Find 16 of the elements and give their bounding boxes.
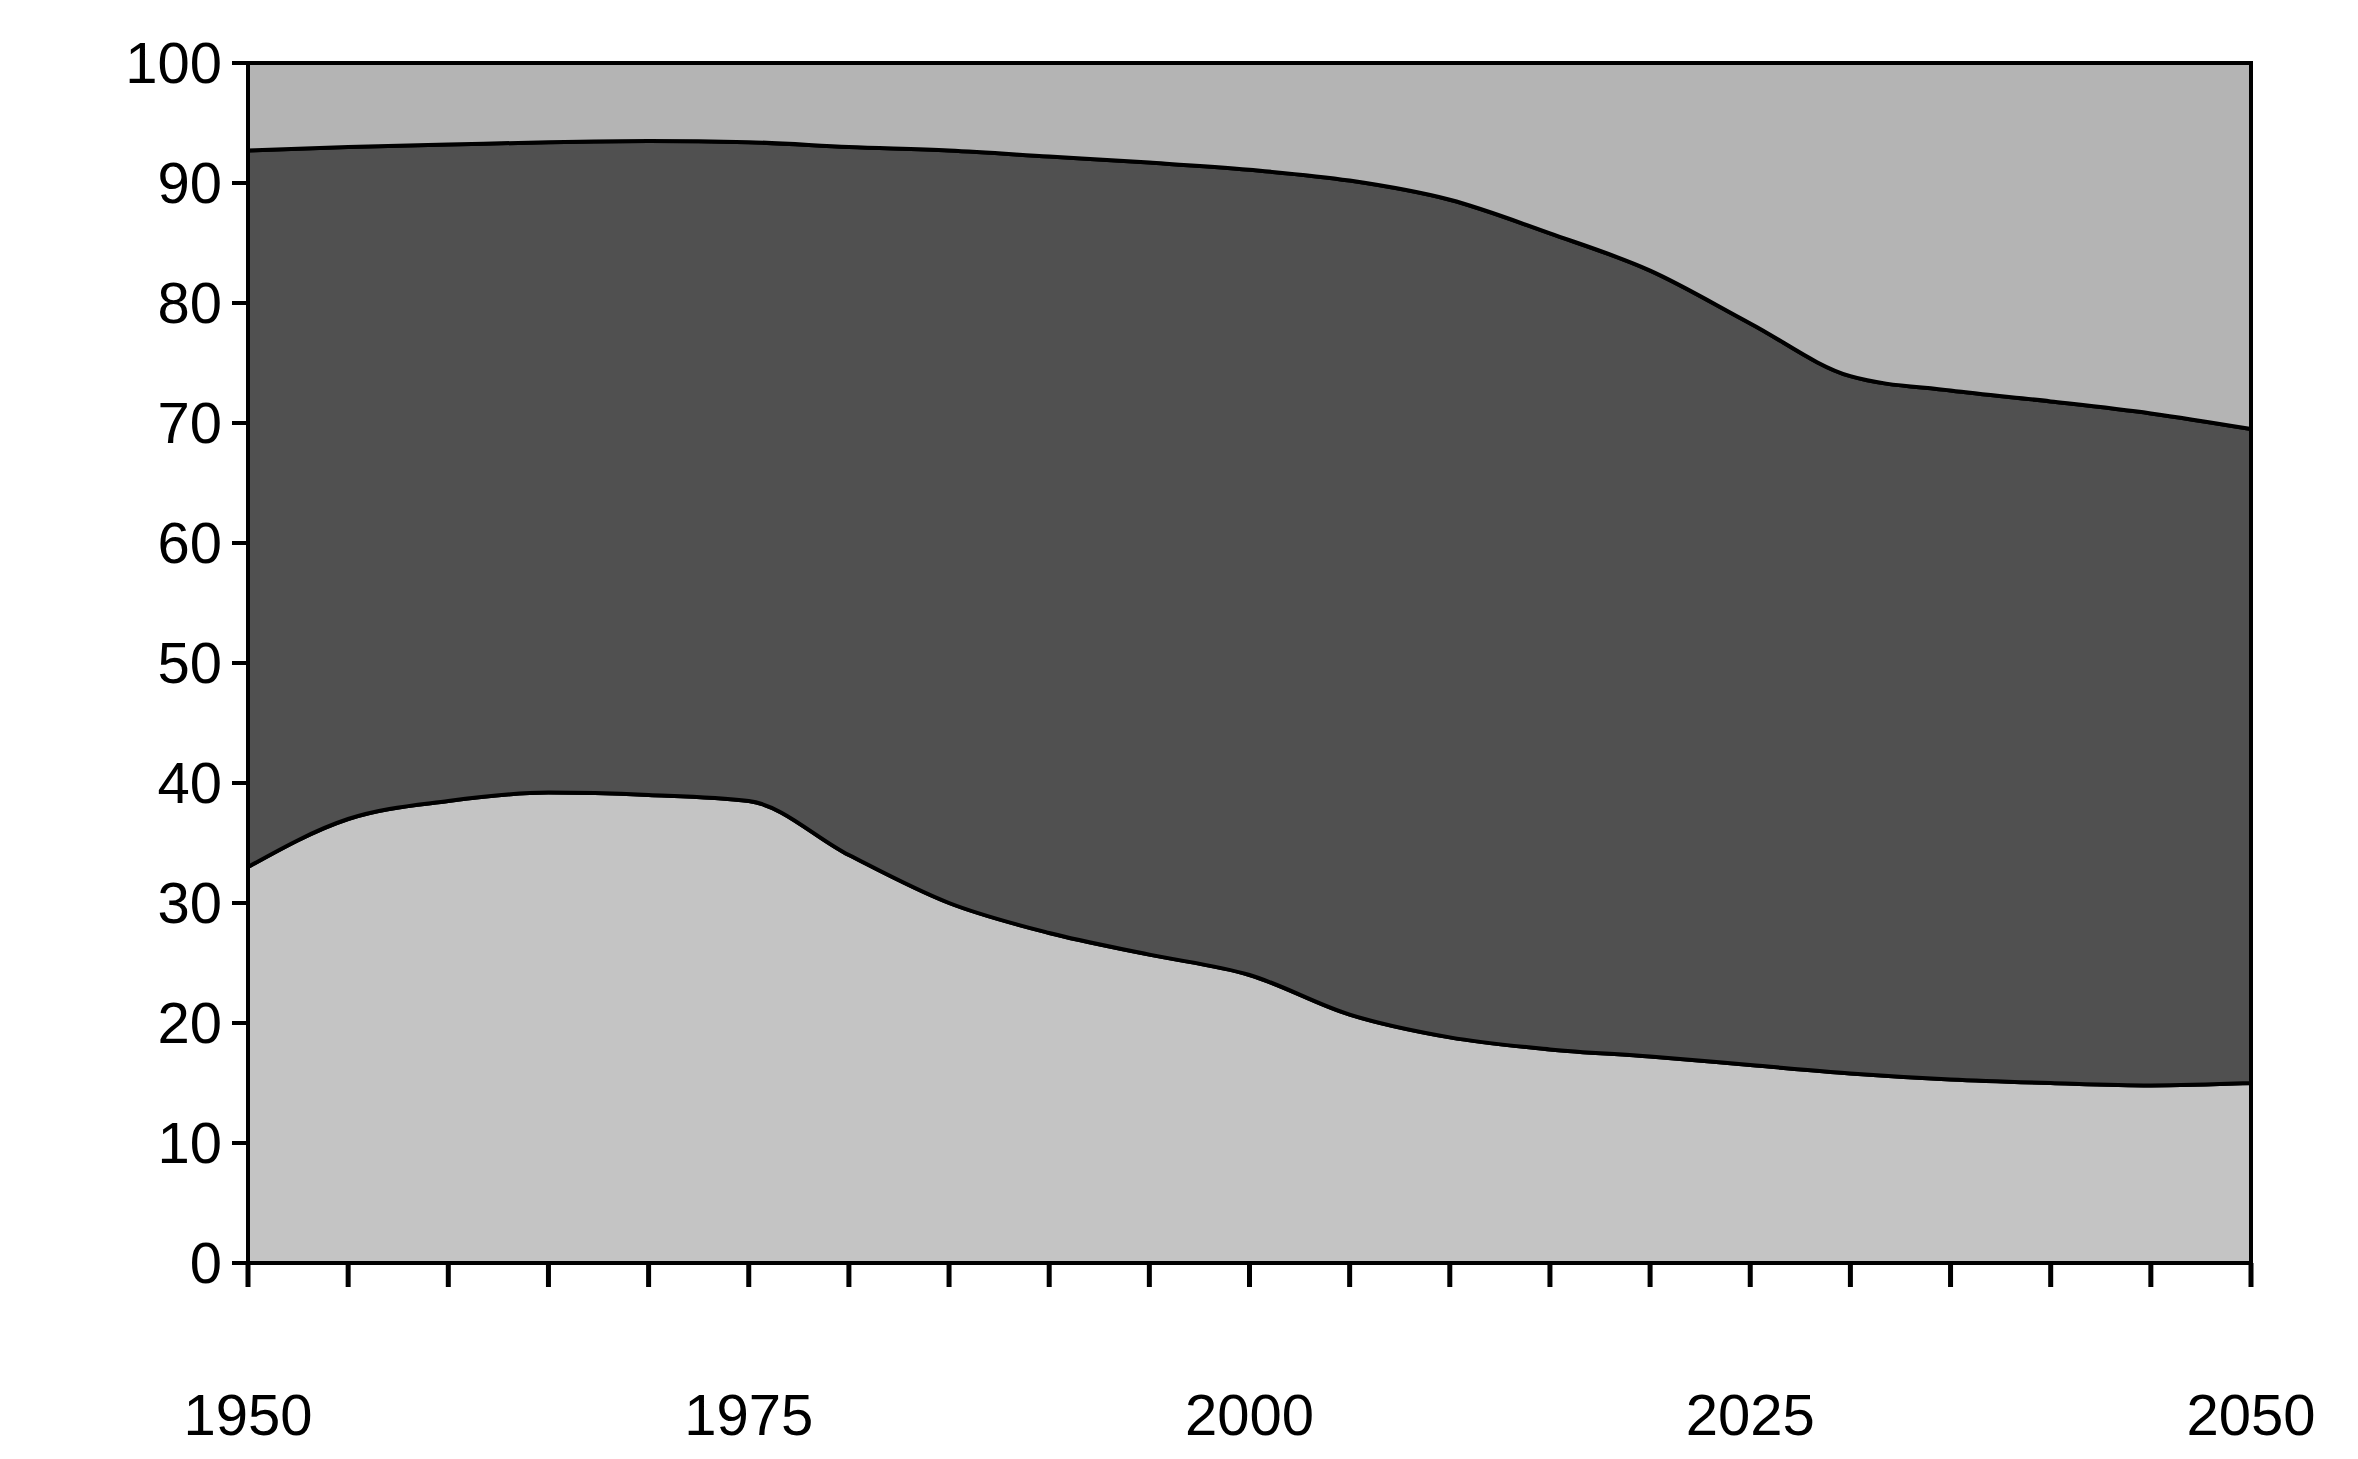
y-tick-label: 80 [157,270,222,336]
y-tick-label: 10 [157,1110,222,1176]
y-tick-label: 20 [157,990,222,1056]
x-tick-label: 2000 [1184,1382,1315,1447]
y-tick-label: 100 [125,30,222,96]
x-tick-label: 2025 [1685,1382,1815,1447]
y-tick-label: 0 [189,1230,222,1296]
y-tick-label: 70 [157,390,222,456]
x-tick-label: 1950 [183,1382,313,1447]
y-tick-label: 60 [157,510,222,576]
x-tick-label: 2050 [2186,1382,2316,1447]
y-tick-label: 50 [157,630,222,696]
y-tick-label: 30 [157,870,222,936]
x-tick-label: 1975 [684,1382,814,1447]
y-tick-label: 90 [157,150,222,216]
y-tick-label: 40 [157,750,222,816]
